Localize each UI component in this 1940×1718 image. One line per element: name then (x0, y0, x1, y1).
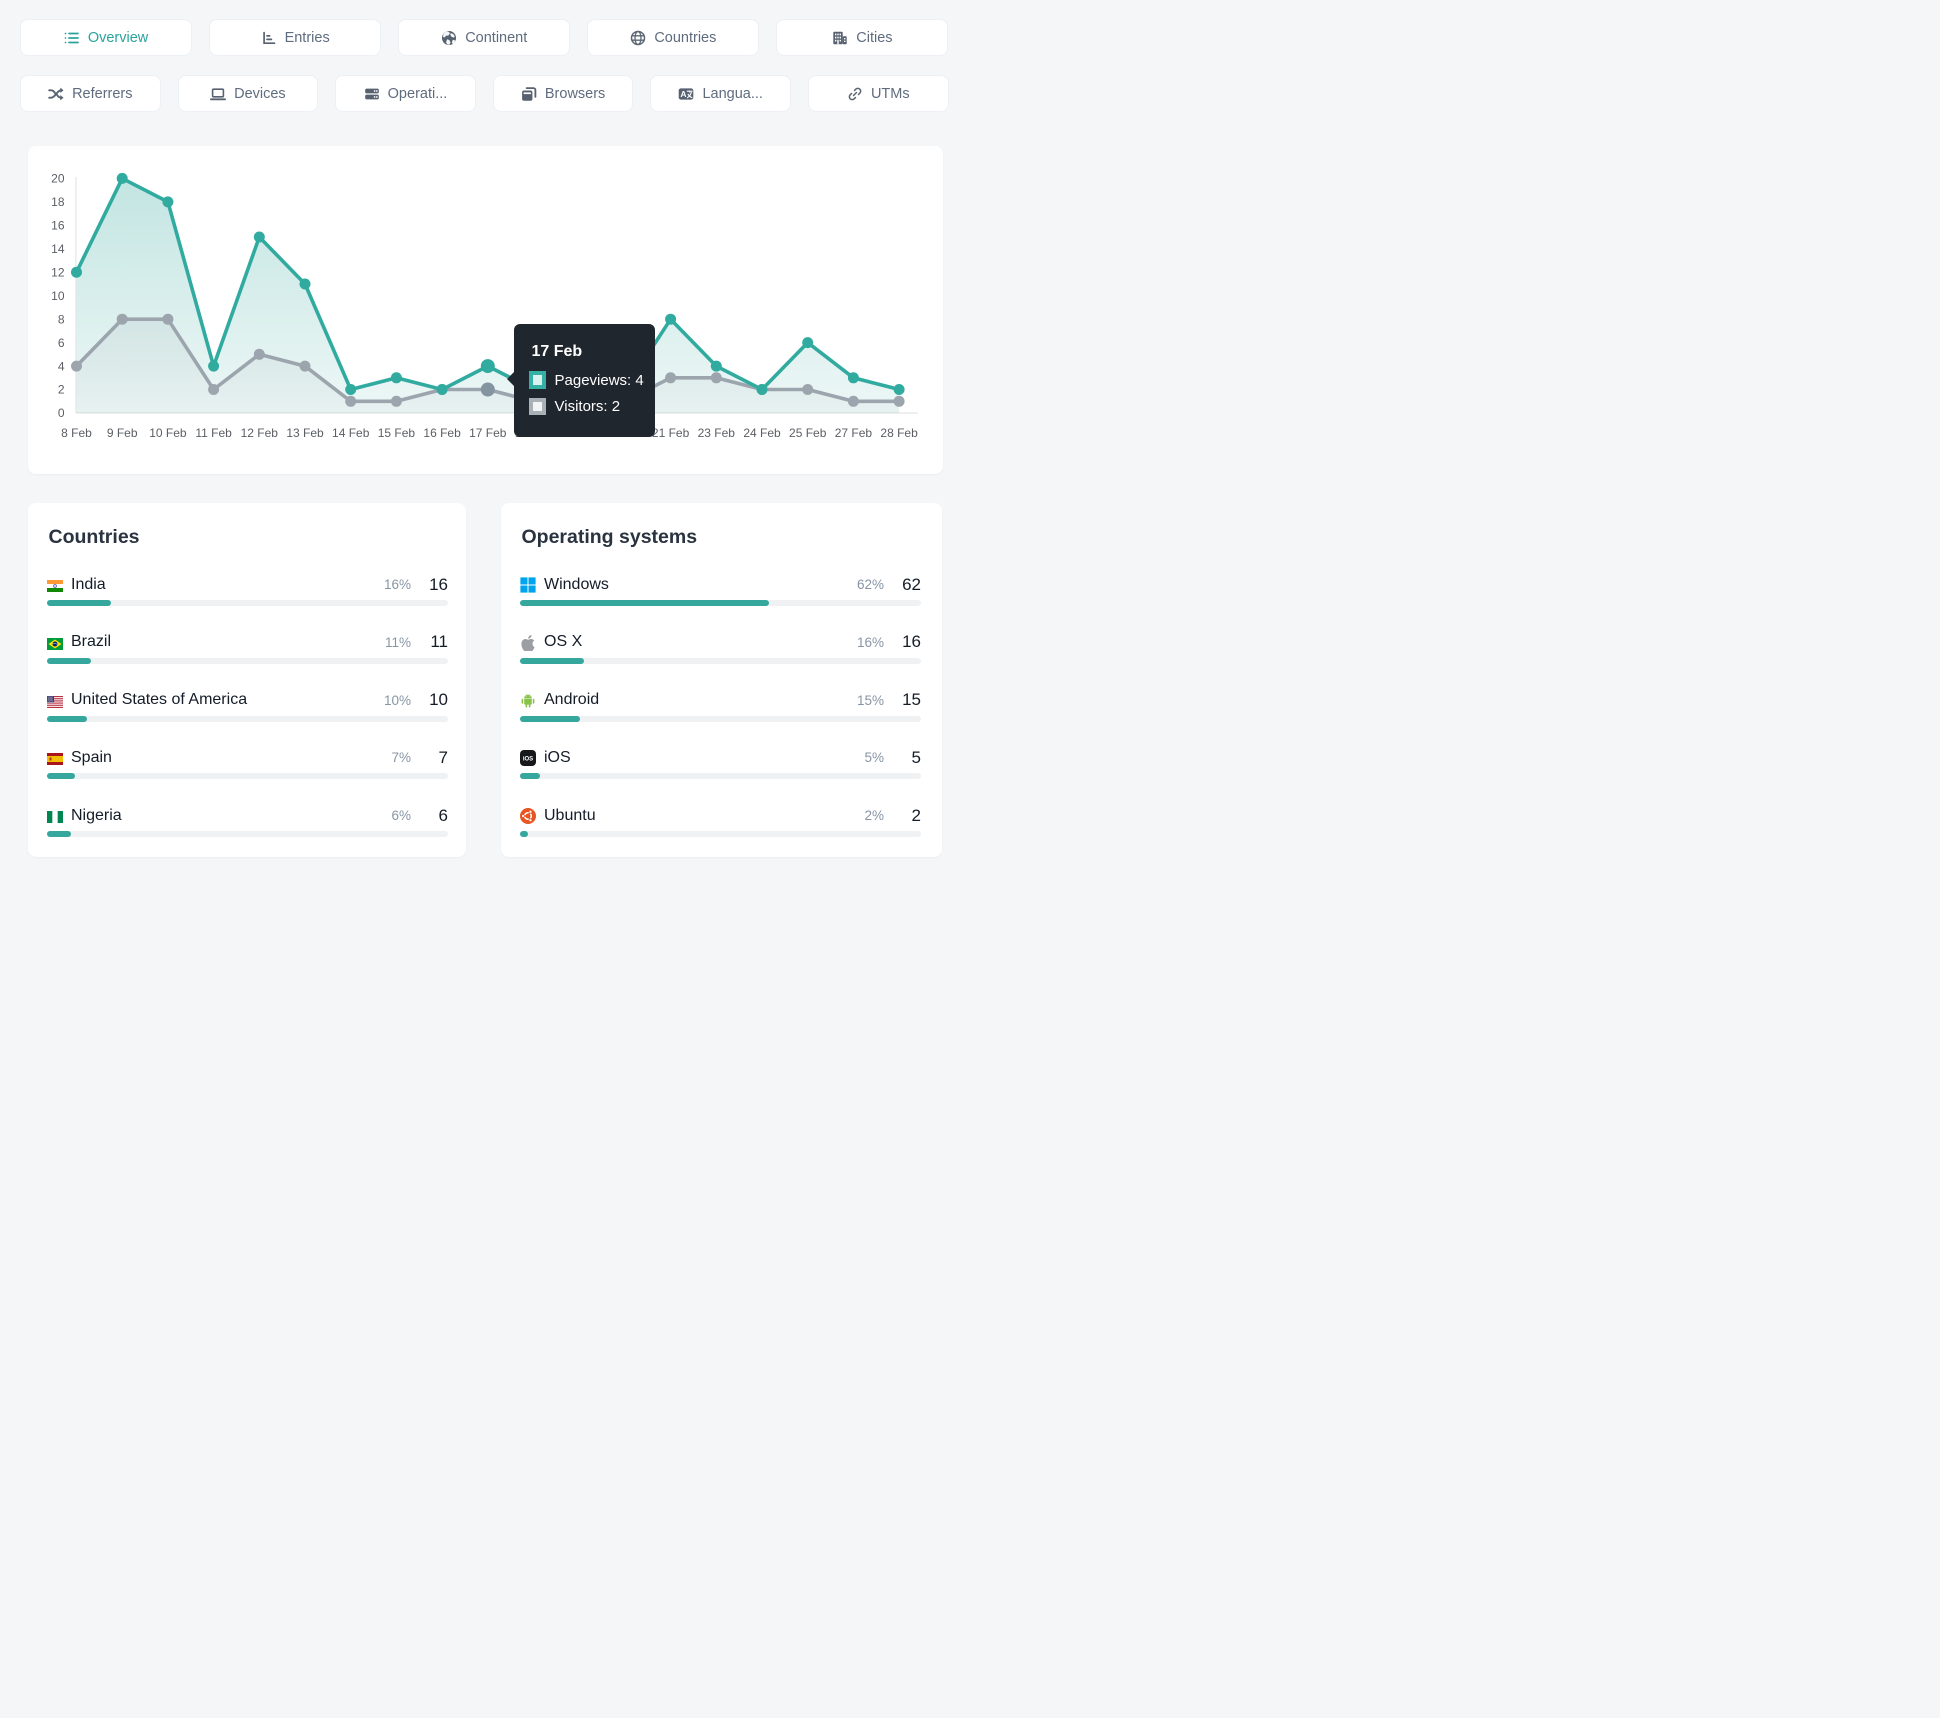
svg-text:27 Feb: 27 Feb (834, 426, 872, 440)
svg-text:0: 0 (57, 406, 64, 420)
svg-text:11 Feb: 11 Feb (195, 426, 232, 440)
svg-text:12 Feb: 12 Feb (240, 426, 278, 440)
svg-text:21 Feb: 21 Feb (651, 426, 689, 440)
svg-text:17 Feb: 17 Feb (469, 426, 507, 440)
svg-text:4: 4 (57, 359, 64, 373)
svg-text:13 Feb: 13 Feb (286, 426, 324, 440)
svg-text:24 Feb: 24 Feb (743, 426, 781, 440)
svg-text:9 Feb: 9 Feb (106, 426, 137, 440)
svg-text:14 Feb: 14 Feb (332, 426, 370, 440)
svg-text:16: 16 (51, 218, 65, 232)
svg-text:2: 2 (57, 382, 64, 396)
svg-text:23 Feb: 23 Feb (697, 426, 735, 440)
svg-text:10 Feb: 10 Feb (149, 426, 187, 440)
svg-text:28 Feb: 28 Feb (880, 426, 918, 440)
svg-text:25 Feb: 25 Feb (789, 426, 827, 440)
svg-text:12: 12 (51, 265, 65, 279)
svg-text:iOS: iOS (523, 757, 533, 763)
svg-text:18: 18 (51, 195, 65, 209)
svg-text:A: A (681, 89, 687, 99)
svg-text:6: 6 (57, 335, 64, 349)
svg-text:14: 14 (51, 242, 65, 256)
svg-text:20: 20 (51, 171, 65, 185)
svg-text:10: 10 (51, 288, 65, 302)
svg-text:8 Feb: 8 Feb (61, 426, 92, 440)
svg-text:15 Feb: 15 Feb (377, 426, 415, 440)
svg-text:8: 8 (57, 312, 64, 326)
svg-text:16 Feb: 16 Feb (423, 426, 461, 440)
